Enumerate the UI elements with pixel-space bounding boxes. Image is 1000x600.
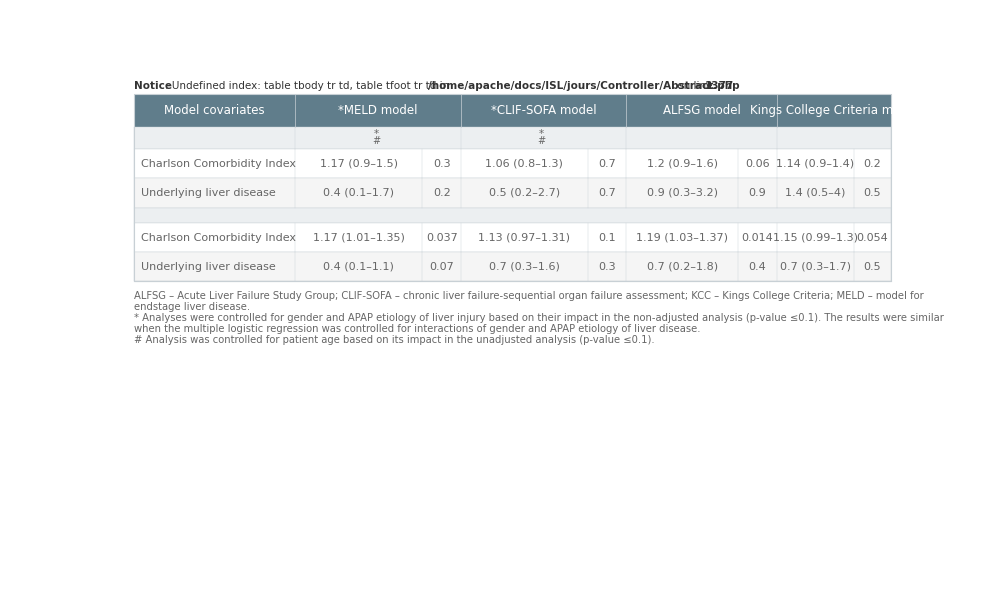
Text: 1.17 (1.01–1.35): 1.17 (1.01–1.35) [313,233,405,242]
Text: *CLIF-SOFA model: *CLIF-SOFA model [491,104,596,117]
Text: 0.7 (0.3–1.7): 0.7 (0.3–1.7) [780,262,851,272]
Text: 0.3: 0.3 [598,262,616,272]
Text: ALFSG – Acute Liver Failure Study Group; CLIF-SOFA – chronic liver failure-seque: ALFSG – Acute Liver Failure Study Group;… [134,290,923,301]
Text: 1.06 (0.8–1.3): 1.06 (0.8–1.3) [485,158,563,169]
Text: # Analysis was controlled for patient age based on its impact in the unadjusted : # Analysis was controlled for patient ag… [134,335,654,346]
Text: when the multiple logistic regression was controlled for interactions of gender : when the multiple logistic regression wa… [134,324,700,334]
Text: * Analyses were controlled for gender and APAP etiology of liver injury based on: * Analyses were controlled for gender an… [134,313,944,323]
Bar [134,149,891,178]
Text: endstage liver disease.: endstage liver disease. [134,302,250,312]
Text: #: # [537,136,545,146]
Text: *: * [373,130,378,139]
Text: 1.2 (0.9–1.6): 1.2 (0.9–1.6) [647,158,718,169]
Text: 0.054: 0.054 [857,233,888,242]
Text: 0.06: 0.06 [745,158,770,169]
Bar [134,252,891,281]
Bar [134,94,891,281]
Text: Kings College Criteria model: Kings College Criteria model [750,104,918,117]
Text: Model covariates: Model covariates [164,104,265,117]
Text: 0.014: 0.014 [741,233,773,242]
Text: 0.7 (0.3–1.6): 0.7 (0.3–1.6) [489,262,560,272]
Text: 0.7: 0.7 [598,158,616,169]
Text: #: # [372,136,380,146]
Bar [134,223,891,252]
Text: 1.19 (1.03–1.37): 1.19 (1.03–1.37) [636,233,728,242]
Text: 0.2: 0.2 [433,188,451,198]
Text: Charlson Comorbidity Index: Charlson Comorbidity Index [141,158,296,169]
Text: 0.9: 0.9 [748,188,766,198]
Text: 0.07: 0.07 [429,262,454,272]
Text: 1.4 (0.5–4): 1.4 (0.5–4) [785,188,845,198]
Text: 1.17 (0.9–1.5): 1.17 (0.9–1.5) [320,158,398,169]
Text: 0.4 (0.1–1.7): 0.4 (0.1–1.7) [323,188,394,198]
Text: *MELD model: *MELD model [338,104,418,117]
Text: 1.13 (0.97–1.31): 1.13 (0.97–1.31) [478,233,570,242]
Text: /home/apache/docs/ISL/jours/Controller/Abstract.php: /home/apache/docs/ISL/jours/Controller/A… [428,81,739,91]
Text: 0.7: 0.7 [598,188,616,198]
Text: 0.1: 0.1 [598,233,616,242]
Text: Underlying liver disease: Underlying liver disease [141,188,276,198]
Text: Charlson Comorbidity Index: Charlson Comorbidity Index [141,233,296,242]
Bar [134,94,891,127]
Text: 0.3: 0.3 [433,158,450,169]
Text: on line: on line [674,81,716,91]
Text: 0.9 (0.3–3.2): 0.9 (0.3–3.2) [647,188,718,198]
Text: 0.5: 0.5 [864,188,881,198]
Text: 1.15 (0.99–1.3): 1.15 (0.99–1.3) [773,233,858,242]
Bar [134,178,891,208]
Text: : Undefined index: table tbody tr td, table tfoot tr td in: : Undefined index: table tbody tr td, ta… [165,81,453,91]
Text: 0.5 (0.2–2.7): 0.5 (0.2–2.7) [489,188,560,198]
Text: 0.4: 0.4 [748,262,766,272]
Text: 0.4 (0.1–1.1): 0.4 (0.1–1.1) [323,262,394,272]
Text: 1.14 (0.9–1.4): 1.14 (0.9–1.4) [776,158,854,169]
Text: 0.037: 0.037 [426,233,458,242]
Text: ALFSG model: ALFSG model [663,104,740,117]
Text: Underlying liver disease: Underlying liver disease [141,262,276,272]
Text: Notice: Notice [134,81,172,91]
Text: 1377: 1377 [705,81,734,91]
Bar [134,127,891,149]
Text: 0.2: 0.2 [864,158,881,169]
Bar [134,208,891,223]
Text: 0.5: 0.5 [864,262,881,272]
Text: *: * [539,130,544,139]
Text: 0.7 (0.2–1.8): 0.7 (0.2–1.8) [647,262,718,272]
